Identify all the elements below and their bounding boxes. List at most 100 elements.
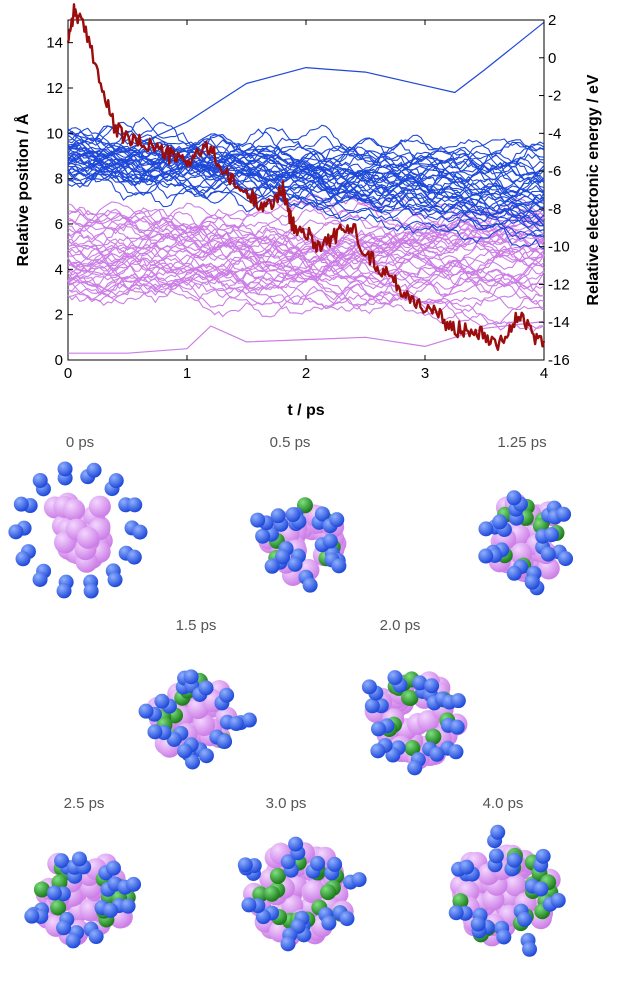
blue-atom	[535, 848, 551, 864]
y-left-tick-label: 8	[55, 171, 63, 188]
blue-atom	[8, 524, 24, 540]
blue-atom	[255, 528, 271, 544]
blue-atom	[241, 897, 257, 913]
y-right-tick-label: 2	[548, 12, 556, 29]
blue-atom	[321, 915, 337, 931]
pink-atom	[63, 498, 86, 521]
blue-atom	[524, 574, 540, 590]
pink-atom	[77, 526, 100, 549]
cluster-snapshot-7	[448, 824, 566, 957]
blue-atom	[177, 743, 193, 759]
cluster-snapshots	[8, 461, 574, 957]
blue-trajectory-line	[67, 136, 545, 194]
green-atom	[425, 728, 442, 745]
y-left-tick-label: 6	[55, 216, 63, 233]
blue-atom	[314, 506, 330, 522]
blue-atom	[351, 872, 367, 888]
snapshot-label-6: 3.0 ps	[266, 795, 307, 812]
blue-atom	[470, 916, 486, 932]
pink-trajectories	[67, 193, 545, 334]
blue-atom	[331, 558, 347, 574]
blue-atom	[15, 551, 31, 567]
y-left-tick-label: 2	[55, 307, 63, 324]
blue-atom	[280, 936, 296, 952]
blue-atom	[185, 754, 201, 770]
blue-atom	[237, 857, 253, 873]
x-tick-label: 4	[540, 365, 548, 382]
y-left-tick-label: 0	[55, 352, 63, 369]
y-right-tick-label: 0	[548, 50, 556, 67]
blue-atom	[288, 836, 304, 852]
y-right-tick-label: -10	[548, 239, 570, 256]
blue-atom	[364, 698, 380, 714]
blue-atom	[228, 716, 244, 732]
blue-atom	[120, 898, 136, 914]
green-atom	[269, 867, 286, 884]
blue-atom	[264, 558, 280, 574]
blue-atom	[558, 551, 574, 567]
energy-line	[66, 3, 546, 351]
blue-atom	[387, 670, 403, 686]
blue-atom	[327, 856, 343, 872]
pink-trajectory-line	[67, 224, 545, 273]
blue-atom	[183, 669, 199, 685]
cluster-snapshot-1	[250, 497, 347, 593]
snapshot-label-7: 4.0 ps	[483, 795, 524, 812]
pink-trajectory-line	[67, 214, 545, 253]
y-right-tick-label: -12	[548, 276, 570, 293]
blue-atom	[285, 507, 301, 523]
blue-trajectory-line	[67, 154, 545, 208]
blue-atom	[459, 859, 475, 875]
blue-atom	[449, 719, 465, 735]
blue-atom	[32, 472, 48, 488]
blue-atom	[302, 577, 318, 593]
pink-atom	[303, 879, 326, 902]
blue-trajectory-line	[67, 143, 545, 197]
green-atom	[252, 886, 269, 903]
outlier-line-0	[67, 21, 545, 150]
pink-trajectory-line	[67, 236, 545, 290]
cluster-snapshot-5	[24, 851, 142, 949]
x-tick-label: 1	[183, 365, 191, 382]
pink-trajectory-line	[67, 226, 545, 262]
pink-trajectory-line	[67, 222, 545, 267]
blue-atom	[540, 546, 556, 562]
pink-atom	[193, 714, 216, 737]
pink-trajectory-line	[67, 243, 545, 304]
blue-atom	[86, 462, 102, 478]
cluster-snapshot-0	[8, 461, 148, 599]
blue-atom	[88, 929, 104, 945]
blue-atom	[407, 760, 423, 776]
blue-atom	[533, 881, 549, 897]
blue-atom	[275, 549, 291, 565]
blue-atom	[32, 571, 48, 587]
y-left-tick-label: 4	[55, 261, 63, 278]
y-right-tick-label: -2	[548, 88, 561, 105]
blue-atom	[556, 506, 572, 522]
y-right-tick-label: -16	[548, 352, 570, 369]
blue-atom	[126, 549, 142, 565]
blue-atom	[56, 583, 72, 599]
green-atom	[33, 881, 50, 898]
snapshot-label-1: 0.5 ps	[270, 434, 311, 451]
blue-atom	[132, 524, 148, 540]
y-left-tick-label: 12	[46, 80, 63, 97]
blue-atom	[522, 941, 538, 957]
blue-atom	[108, 473, 124, 489]
blue-atom	[24, 908, 40, 924]
pink-trajectory-line	[67, 273, 544, 318]
blue-trajectory-line	[67, 142, 545, 218]
y-right-tick-label: -14	[548, 314, 570, 331]
blue-atom	[448, 744, 464, 760]
blue-atom	[496, 929, 512, 945]
blue-atom	[105, 860, 121, 876]
outlier-line-1	[68, 320, 545, 354]
blue-atom	[488, 848, 504, 864]
pink-trajectory-line	[67, 209, 545, 305]
blue-trajectories	[67, 116, 545, 250]
blue-atom	[490, 824, 506, 840]
snapshot-label-4: 2.0 ps	[380, 617, 421, 634]
blue-atom	[217, 734, 233, 750]
